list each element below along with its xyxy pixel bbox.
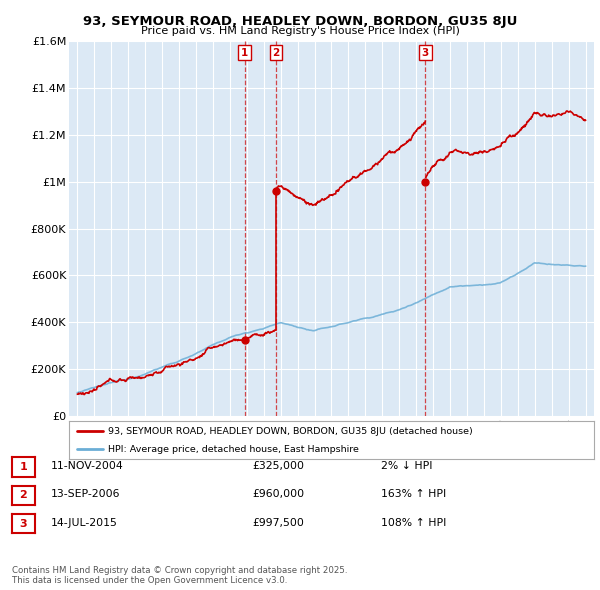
Text: Price paid vs. HM Land Registry's House Price Index (HPI): Price paid vs. HM Land Registry's House …: [140, 26, 460, 36]
Text: 3: 3: [20, 519, 27, 529]
Text: 93, SEYMOUR ROAD, HEADLEY DOWN, BORDON, GU35 8JU (detached house): 93, SEYMOUR ROAD, HEADLEY DOWN, BORDON, …: [109, 427, 473, 436]
Text: 108% ↑ HPI: 108% ↑ HPI: [381, 518, 446, 527]
Text: £325,000: £325,000: [252, 461, 304, 471]
Text: 3: 3: [422, 48, 429, 58]
Text: HPI: Average price, detached house, East Hampshire: HPI: Average price, detached house, East…: [109, 445, 359, 454]
Text: Contains HM Land Registry data © Crown copyright and database right 2025.
This d: Contains HM Land Registry data © Crown c…: [12, 566, 347, 585]
Text: 2: 2: [20, 490, 27, 500]
Text: 1: 1: [20, 462, 27, 472]
Text: £960,000: £960,000: [252, 490, 304, 499]
Text: 163% ↑ HPI: 163% ↑ HPI: [381, 490, 446, 499]
Text: 93, SEYMOUR ROAD, HEADLEY DOWN, BORDON, GU35 8JU: 93, SEYMOUR ROAD, HEADLEY DOWN, BORDON, …: [83, 15, 517, 28]
Text: 14-JUL-2015: 14-JUL-2015: [51, 518, 118, 527]
Text: 11-NOV-2004: 11-NOV-2004: [51, 461, 124, 471]
Text: £997,500: £997,500: [252, 518, 304, 527]
Text: 13-SEP-2006: 13-SEP-2006: [51, 490, 121, 499]
Text: 2% ↓ HPI: 2% ↓ HPI: [381, 461, 433, 471]
Text: 1: 1: [241, 48, 248, 58]
Text: 2: 2: [272, 48, 280, 58]
